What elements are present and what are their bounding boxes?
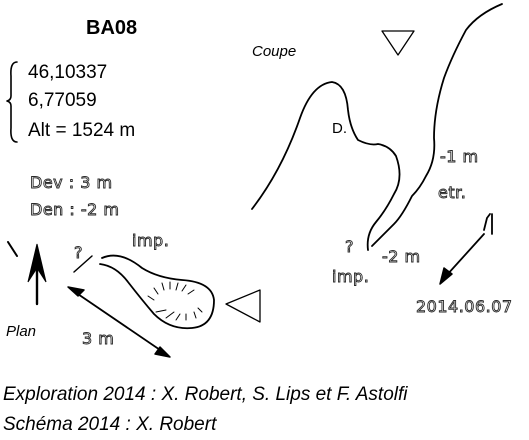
section-date: 2014.06.07 — [416, 297, 513, 316]
development-value: Dev : 3 m — [30, 173, 113, 192]
plan-open-wall — [73, 255, 93, 273]
plan-gallery-outline — [99, 254, 215, 330]
section-depth-2: -2 m — [382, 247, 421, 266]
plan-view-direction-icon — [225, 289, 261, 323]
north-arrow-icon — [7, 241, 47, 306]
station-id: BA08 — [86, 17, 137, 39]
plan-label: Plan — [6, 323, 36, 340]
section-d-label: D. — [332, 120, 347, 137]
plan-question-mark: ? — [74, 243, 83, 262]
altitude: Alt = 1524 m — [28, 120, 135, 141]
section-left-wall — [251, 81, 401, 251]
section-view: Coupe D. -1 m etr. -2 m ? imp. 2014.06.0… — [251, 3, 513, 316]
exploration-credit: Exploration 2014 : X. Robert, S. Lips et… — [3, 384, 408, 405]
entrance-arrow-icon — [439, 213, 493, 285]
plan-length-arrow — [67, 286, 171, 358]
section-right-wall — [371, 3, 503, 247]
plan-length-label: 3 m — [82, 329, 114, 348]
section-depth-1: -1 m — [440, 147, 479, 166]
latitude: 46,10337 — [28, 62, 107, 83]
schema-credit: Schéma 2014 : X. Robert — [3, 414, 217, 435]
plan-view: ? imp. 3 m — [67, 231, 261, 358]
section-question-mark: ? — [345, 237, 354, 256]
section-view-direction-icon — [381, 30, 415, 56]
plan-slope-hatching — [147, 281, 203, 321]
section-impassable-note: imp. — [332, 267, 369, 286]
coordinate-brace — [6, 61, 18, 143]
section-narrow-note: etr. — [438, 183, 466, 202]
plan-impassable-note: imp. — [132, 231, 169, 250]
depth-value: Den : -2 m — [30, 200, 120, 219]
longitude: 6,77059 — [28, 90, 97, 111]
coupe-label: Coupe — [252, 43, 296, 60]
